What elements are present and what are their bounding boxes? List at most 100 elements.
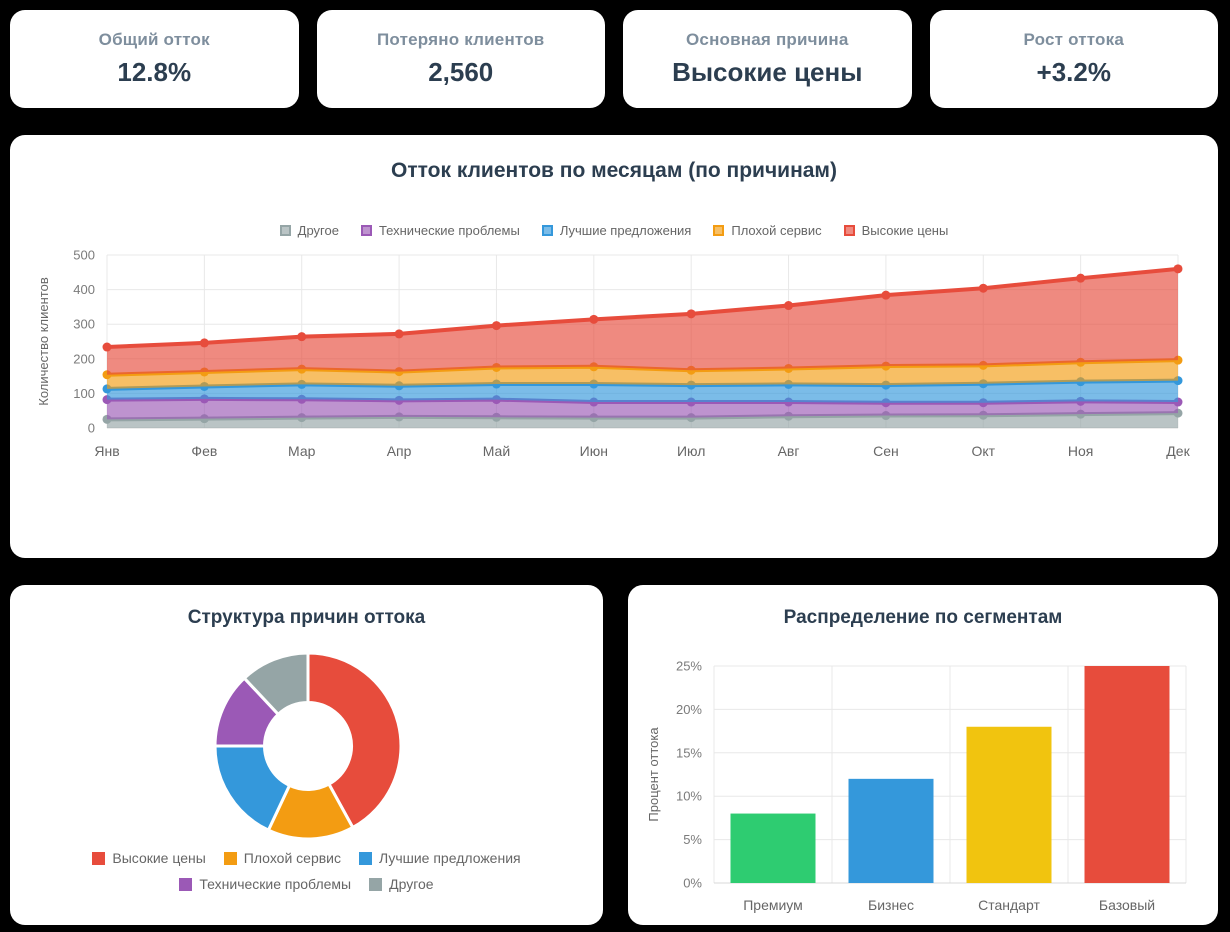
bar-chart-title: Распределение по сегментам bbox=[783, 607, 1063, 628]
data-point[interactable] bbox=[784, 301, 794, 311]
svg-text:0: 0 bbox=[88, 421, 95, 436]
segments-bar-chart[interactable]: 0% 5% 10% 15% 20% 25% Премиум Бизнес Стандарт Баз… bbox=[628, 585, 1218, 925]
data-point[interactable] bbox=[297, 332, 307, 342]
legend-swatch bbox=[541, 225, 553, 236]
svg-text:100: 100 bbox=[73, 386, 95, 401]
svg-text:Стандарт: Стандарт bbox=[978, 897, 1040, 913]
data-point[interactable] bbox=[491, 321, 501, 331]
bar-standard[interactable] bbox=[966, 726, 1052, 883]
area-series-poor-service[interactable] bbox=[102, 355, 1183, 389]
svg-text:Янв: Янв bbox=[94, 443, 119, 459]
donut-chart-title: Структура причин оттока bbox=[187, 607, 426, 628]
svg-text:Ноя: Ноя bbox=[1068, 443, 1093, 459]
svg-text:Июн: Июн bbox=[580, 443, 608, 459]
svg-text:300: 300 bbox=[73, 317, 95, 332]
legend-label: Другое bbox=[389, 876, 434, 892]
area-chart-legend: Другое Технические проблемы Лучшие предлож… bbox=[10, 223, 1218, 238]
legend-swatch bbox=[179, 877, 193, 891]
svg-text:Окт: Окт bbox=[971, 443, 995, 459]
monthly-churn-card: Отток клиентов по месяцам (по причинам) … bbox=[10, 135, 1218, 558]
svg-text:Авг: Авг bbox=[778, 443, 800, 459]
donut-slice-better-offers[interactable] bbox=[213, 744, 291, 832]
data-point[interactable] bbox=[1173, 264, 1183, 274]
data-point[interactable] bbox=[394, 329, 404, 339]
data-point[interactable] bbox=[1076, 273, 1086, 283]
svg-text:Фев: Фев bbox=[191, 443, 217, 459]
legend-label: Технические проблемы bbox=[378, 223, 520, 238]
svg-text:Бизнес: Бизнес bbox=[868, 897, 914, 913]
bar-business[interactable] bbox=[848, 778, 934, 883]
y-axis-labels: 0% 5% 10% 15% 20% 25% bbox=[676, 659, 702, 891]
legend-swatch bbox=[843, 225, 855, 236]
kpi-value: +3.2% bbox=[1036, 57, 1111, 87]
donut-slice-other[interactable] bbox=[242, 651, 310, 716]
svg-text:20%: 20% bbox=[676, 702, 702, 717]
svg-text:Июл: Июл bbox=[677, 443, 705, 459]
legend-label: Технические проблемы bbox=[199, 876, 352, 892]
legend-swatch bbox=[358, 851, 372, 865]
legend-label: Высокие цены bbox=[112, 850, 206, 866]
data-point[interactable] bbox=[589, 314, 599, 324]
kpi-row: Общий отток 12.8% Потеряно клиентов 2,56… bbox=[10, 10, 1218, 108]
kpi-label: Общий отток bbox=[98, 30, 210, 49]
kpi-label: Рост оттока bbox=[1023, 30, 1124, 49]
churn-structure-card: Структура причин оттока Высокие цены Плох… bbox=[10, 585, 603, 925]
x-axis-labels: Янв Фев Мар Апр Май Июн Июл Авг Сен Окт Ноя Дек bbox=[94, 443, 1190, 459]
svg-text:Базовый: Базовый bbox=[1099, 897, 1155, 913]
donut-legend-row-2: Технические проблемы Другое bbox=[10, 876, 603, 892]
legend-label: Плохой сервис bbox=[243, 850, 341, 866]
bar-basic[interactable] bbox=[1084, 666, 1170, 883]
monthly-chart-title: Отток клиентов по месяцам (по причинам) bbox=[391, 159, 837, 182]
donut-slice-high-prices[interactable] bbox=[306, 651, 403, 829]
kpi-card-lost-clients: Потеряно клиентов 2,560 bbox=[316, 10, 605, 108]
segments-card: Распределение по сегментам 0% 5% 10% 15% 20%… bbox=[628, 585, 1218, 925]
stacked-area-chart[interactable]: 0 100 200 300 400 500 Янв Фев Мар Апр Май Июн Июл Авг… bbox=[10, 135, 1218, 558]
legend-item-technical-issues[interactable]: Технические проблемы bbox=[360, 223, 520, 238]
svg-text:500: 500 bbox=[73, 248, 95, 263]
legend-item-technical-issues[interactable]: Технические проблемы bbox=[179, 876, 351, 892]
legend-item-poor-service[interactable]: Плохой сервис bbox=[223, 850, 341, 866]
kpi-card-churn-growth: Рост оттока +3.2% bbox=[929, 10, 1218, 108]
bar-premium[interactable] bbox=[730, 813, 816, 883]
svg-text:15%: 15% bbox=[676, 745, 702, 760]
data-point[interactable] bbox=[978, 283, 988, 293]
svg-text:Апр: Апр bbox=[387, 443, 412, 459]
legend-item-better-offers[interactable]: Лучшие предложения bbox=[541, 223, 692, 238]
legend-item-poor-service[interactable]: Плохой сервис bbox=[713, 223, 822, 238]
legend-swatch bbox=[223, 851, 237, 865]
kpi-label: Основная причина bbox=[686, 30, 849, 49]
kpi-value: Высокие цены bbox=[672, 57, 863, 87]
legend-swatch bbox=[279, 225, 291, 236]
svg-text:200: 200 bbox=[73, 351, 95, 366]
y-axis-title: Количество клиентов bbox=[36, 277, 51, 406]
area-series-high-prices[interactable] bbox=[102, 264, 1183, 375]
series-line bbox=[105, 266, 1180, 350]
legend-item-other[interactable]: Другое bbox=[369, 876, 434, 892]
legend-label: Лучшие предложения bbox=[378, 850, 521, 866]
kpi-value: 2,560 bbox=[428, 57, 494, 87]
svg-text:0%: 0% bbox=[683, 876, 702, 891]
data-point[interactable] bbox=[102, 342, 112, 352]
legend-label: Лучшие предложения bbox=[559, 223, 692, 238]
legend-label: Другое bbox=[297, 223, 339, 238]
legend-item-high-prices[interactable]: Высокие цены bbox=[843, 223, 948, 238]
legend-item-high-prices[interactable]: Высокие цены bbox=[92, 850, 206, 866]
y-axis-labels: 0 100 200 300 400 500 bbox=[73, 248, 95, 436]
svg-text:Премиум: Премиум bbox=[743, 897, 803, 913]
donut-chart[interactable] bbox=[10, 585, 603, 925]
bottom-row: Структура причин оттока Высокие цены Плох… bbox=[10, 585, 1218, 925]
data-point[interactable] bbox=[686, 309, 696, 319]
svg-text:25%: 25% bbox=[676, 659, 702, 674]
y-axis-title: Процент оттока bbox=[646, 727, 661, 822]
data-point[interactable] bbox=[881, 290, 891, 300]
legend-item-better-offers[interactable]: Лучшие предложения bbox=[358, 850, 521, 866]
legend-item-other[interactable]: Другое bbox=[279, 223, 339, 238]
svg-text:5%: 5% bbox=[683, 832, 702, 847]
legend-swatch bbox=[360, 225, 372, 236]
data-point[interactable] bbox=[199, 338, 209, 348]
svg-text:Май: Май bbox=[483, 443, 510, 459]
legend-swatch bbox=[369, 877, 383, 891]
donut-legend-row-1: Высокие цены Плохой сервис Лучшие предложе… bbox=[10, 850, 603, 866]
x-axis-labels: Премиум Бизнес Стандарт Базовый bbox=[743, 897, 1155, 913]
